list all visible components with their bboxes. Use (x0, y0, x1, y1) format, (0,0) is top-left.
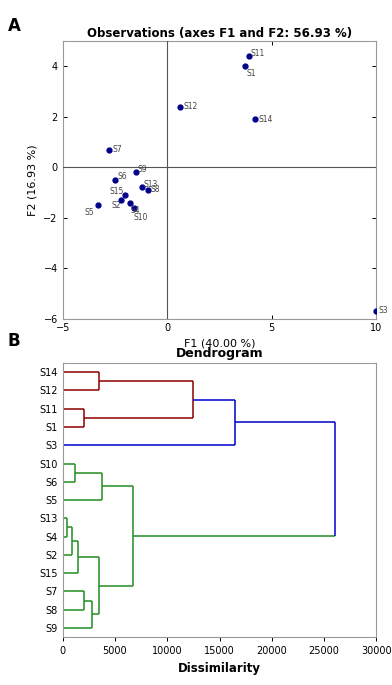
Text: S11: S11 (251, 49, 265, 58)
Text: S3: S3 (379, 306, 388, 316)
Text: S2: S2 (112, 201, 122, 210)
Text: S7: S7 (113, 145, 122, 154)
Title: Observations (axes F1 and F2: 56.93 %): Observations (axes F1 and F2: 56.93 %) (87, 27, 352, 40)
Text: S10: S10 (134, 212, 148, 222)
Text: B: B (8, 332, 20, 350)
Text: S14: S14 (258, 115, 272, 124)
Text: S4: S4 (131, 206, 140, 215)
Text: S6: S6 (117, 173, 127, 182)
X-axis label: F1 (40.00 %): F1 (40.00 %) (184, 339, 255, 349)
Title: Dendrogram: Dendrogram (176, 347, 263, 360)
Text: S12: S12 (183, 102, 198, 111)
Text: A: A (8, 17, 21, 35)
Y-axis label: F2 (16.93 %): F2 (16.93 %) (28, 144, 38, 216)
Text: S8: S8 (151, 186, 160, 195)
Text: S15: S15 (110, 188, 124, 197)
Text: S1: S1 (247, 69, 256, 78)
Text: S5: S5 (85, 208, 94, 216)
Text: S9: S9 (138, 164, 148, 174)
X-axis label: Dissimilarity: Dissimilarity (178, 662, 261, 675)
Text: S13: S13 (143, 180, 158, 189)
